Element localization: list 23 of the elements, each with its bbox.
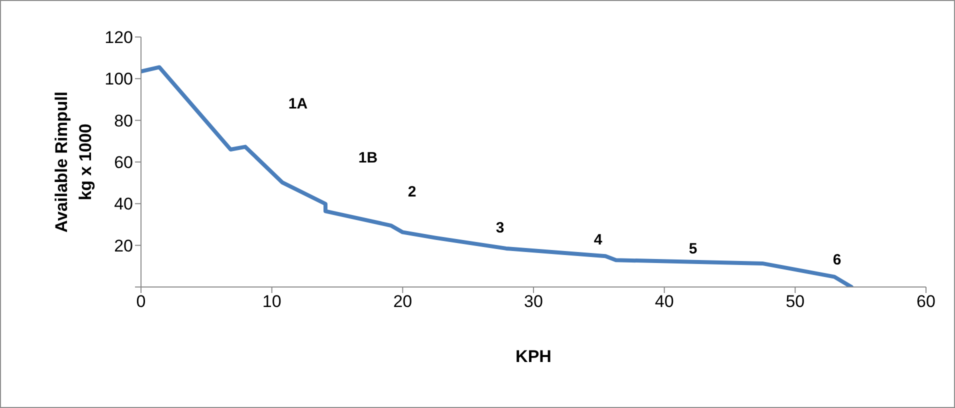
- x-tick-label: 50: [786, 292, 805, 312]
- x-tick-label: 20: [393, 292, 412, 312]
- x-axis-title: KPH: [516, 347, 552, 366]
- y-tick-label: 60: [114, 153, 133, 172]
- x-tick-label: 40: [654, 292, 674, 312]
- y-tick-label: 120: [104, 28, 133, 48]
- y-tick-label: 100: [104, 70, 133, 89]
- annotation: 5: [688, 240, 698, 258]
- x-tick-label: 30: [524, 292, 543, 312]
- annotation: 1B: [358, 150, 378, 166]
- annotation: 4: [594, 232, 603, 248]
- line-series: [141, 65, 854, 287]
- y-tick-label: 20: [114, 236, 133, 256]
- x-tick-label: 60: [916, 292, 936, 312]
- annotation: 6: [832, 252, 842, 268]
- x-tick-label: 10: [262, 292, 282, 312]
- x-tick-label: 0: [136, 292, 146, 312]
- annotation: 2: [408, 184, 416, 200]
- y-tick-label: 40: [114, 194, 133, 214]
- y-tick-label: 80: [114, 111, 133, 130]
- annotation: 1A: [288, 96, 308, 112]
- y-axis-title: Available Rimpull kg x 1000: [52, 91, 95, 233]
- annotation: 3: [496, 220, 504, 236]
